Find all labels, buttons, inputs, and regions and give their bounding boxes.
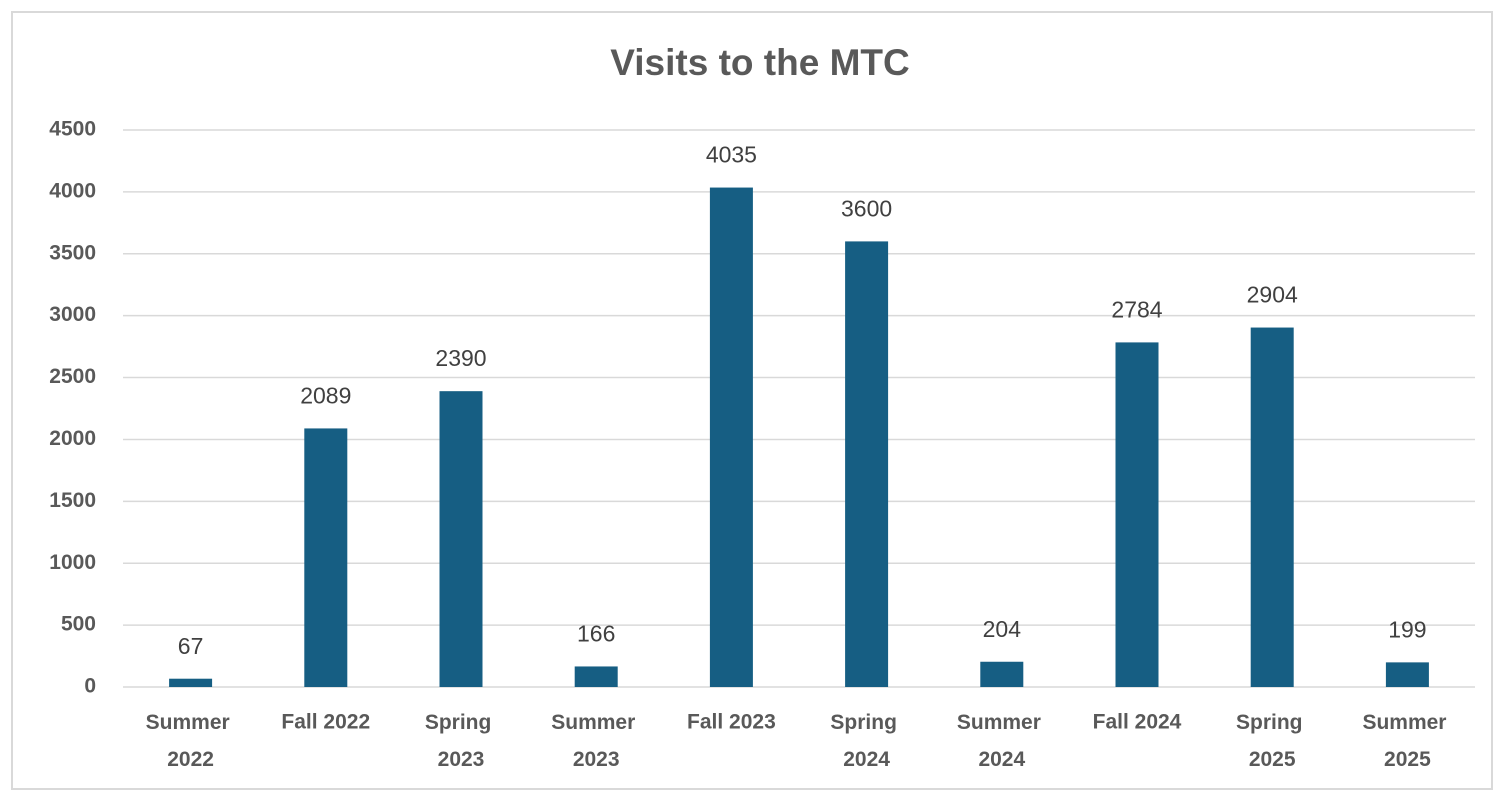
bar [1115,342,1159,687]
x-tick-label: Summer 2025 [1362,711,1452,771]
bar [1385,662,1429,687]
bar [574,666,618,687]
value-label: 204 [983,616,1022,642]
value-label: 2904 [1247,282,1298,308]
bar [709,187,753,687]
value-label: 166 [577,621,615,647]
bar [439,391,483,687]
bar [980,661,1024,687]
value-label: 4035 [706,142,757,168]
bar [845,241,889,687]
y-tick-label: 3000 [49,303,96,326]
x-tick-label: Fall 2023 [687,711,776,734]
x-tick-label: Fall 2022 [281,711,370,734]
x-tick-label: Summer 2022 [146,711,236,771]
value-label: 67 [178,633,204,659]
bar [304,428,348,687]
x-tick-label: Spring 2024 [830,711,902,771]
value-label: 3600 [841,195,892,221]
y-tick-label: 4000 [49,179,96,202]
y-tick-label: 4500 [49,118,96,141]
x-tick-label: Summer 2024 [957,711,1047,771]
bar [1250,327,1294,687]
x-tick-label: Summer 2023 [551,711,641,771]
y-tick-label: 3500 [49,241,96,264]
y-tick-label: 1500 [49,489,96,512]
chart-title: Visits to the MTC [610,42,909,83]
value-label: 199 [1388,616,1426,642]
x-tick-label: Spring 2023 [425,711,497,771]
y-tick-label: 2500 [49,365,96,388]
value-label: 2390 [435,345,486,371]
value-label: 2089 [300,383,351,409]
x-tick-label: Fall 2024 [1093,711,1182,734]
x-tick-label: Spring 2025 [1236,711,1308,771]
y-tick-label: 0 [84,675,96,698]
y-tick-label: 500 [61,613,96,636]
value-label: 2784 [1111,296,1162,322]
bar [169,678,213,687]
y-tick-label: 1000 [49,551,96,574]
y-tick-label: 2000 [49,427,96,450]
